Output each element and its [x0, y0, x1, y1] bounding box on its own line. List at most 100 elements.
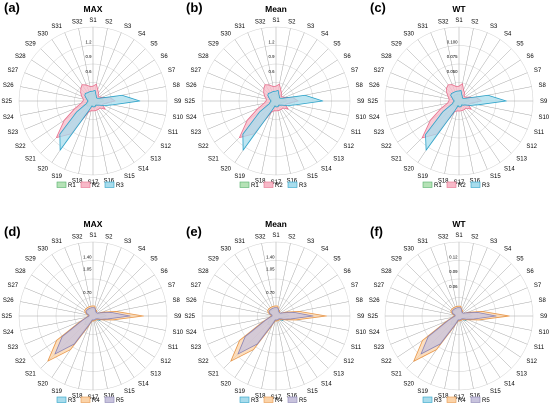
spoke-line	[51, 254, 94, 317]
spoke-line	[64, 315, 94, 385]
panel-letter: (b)	[186, 0, 203, 15]
category-label: S13	[333, 371, 344, 377]
category-label: S4	[138, 32, 146, 38]
category-label: S1	[89, 18, 97, 24]
radial-tick-label: 0.050	[447, 69, 458, 74]
category-label: S27	[7, 283, 18, 289]
category-label: S31	[234, 24, 245, 30]
category-label: S11	[168, 345, 179, 351]
category-label: S25	[184, 314, 195, 320]
category-label: S24	[3, 330, 14, 336]
legend-swatch	[80, 181, 91, 188]
category-label: S29	[25, 257, 36, 263]
category-label: S13	[150, 156, 161, 162]
category-label: S17	[88, 395, 99, 401]
category-label: S14	[504, 166, 515, 172]
category-label: S18	[438, 178, 449, 184]
category-label: S4	[138, 247, 146, 253]
panel-title: MAX	[84, 4, 103, 14]
spoke-line	[458, 315, 521, 358]
spoke-line	[390, 287, 460, 317]
spoke-line	[458, 315, 512, 369]
category-label: S20	[403, 381, 414, 387]
category-label: S26	[3, 298, 14, 304]
legend-label: R1	[251, 183, 259, 189]
spoke-line	[458, 254, 501, 317]
spoke-line	[430, 315, 460, 385]
category-label: S9	[540, 99, 548, 105]
legend-label: R2	[458, 183, 466, 189]
panel-letter: (c)	[370, 0, 386, 15]
category-label: S30	[403, 32, 414, 38]
category-label: S23	[7, 130, 18, 136]
category-label: S8	[355, 298, 363, 304]
spoke-line	[430, 247, 460, 317]
legend-swatch	[104, 181, 115, 188]
category-label: S15	[124, 174, 135, 180]
category-label: S7	[534, 283, 542, 289]
legend-label: R4	[92, 398, 100, 404]
spoke-line	[92, 315, 122, 385]
category-label: S26	[186, 83, 197, 89]
spoke-line	[275, 287, 345, 317]
spoke-line	[386, 301, 460, 317]
category-label: S1	[455, 233, 463, 239]
category-label: S21	[391, 156, 402, 162]
category-label: S12	[343, 359, 354, 365]
radial-tick-label: 1.05	[83, 266, 92, 271]
radial-tick-label: 0.12	[449, 254, 458, 259]
legend-swatch	[446, 181, 457, 188]
category-label: S16	[103, 178, 114, 184]
panel-letter: (f)	[370, 224, 383, 239]
spoke-line	[458, 100, 501, 163]
category-label: S6	[343, 54, 351, 60]
spoke-line	[444, 243, 460, 317]
legend-swatch	[446, 396, 457, 403]
category-label: S30	[220, 32, 231, 38]
spoke-line	[214, 274, 277, 317]
spoke-line	[20, 301, 94, 317]
spoke-line	[275, 315, 305, 385]
legend-label: R3	[116, 183, 124, 189]
category-label: S31	[417, 24, 428, 30]
spoke-line	[261, 243, 277, 317]
panel-title: Mean	[265, 219, 287, 229]
legend-swatch	[239, 181, 250, 188]
category-label: S19	[51, 389, 62, 395]
category-label: S29	[391, 257, 402, 263]
category-label: S32	[72, 20, 83, 26]
series-r3-area	[425, 90, 507, 151]
category-label: S7	[351, 283, 359, 289]
legend-swatch	[422, 396, 433, 403]
legend-swatch	[470, 181, 481, 188]
spoke-line	[458, 100, 488, 170]
radial-tick-label: 0.70	[266, 290, 275, 295]
category-label: S15	[124, 389, 135, 395]
category-label: S29	[208, 42, 219, 48]
category-label: S15	[307, 389, 318, 395]
category-label: S12	[343, 144, 354, 150]
category-label: S23	[373, 345, 384, 351]
category-label: S31	[417, 239, 428, 245]
category-label: S30	[37, 32, 48, 38]
category-label: S30	[37, 247, 48, 253]
category-label: S5	[516, 42, 524, 48]
category-label: S32	[255, 20, 266, 26]
category-label: S28	[198, 269, 209, 275]
category-label: S28	[15, 269, 26, 275]
category-label: S25	[367, 314, 378, 320]
spoke-line	[92, 315, 155, 358]
legend-label: R5	[482, 398, 490, 404]
category-label: S13	[150, 371, 161, 377]
radial-tick-label: 1.40	[83, 255, 92, 260]
category-label: S1	[272, 233, 280, 239]
category-label: S4	[321, 32, 329, 38]
legend-label: R4	[458, 398, 466, 404]
category-label: S12	[160, 359, 171, 365]
category-label: S18	[255, 393, 266, 399]
panel-letter: (d)	[4, 224, 21, 239]
category-label: S28	[381, 269, 392, 275]
category-label: S27	[373, 68, 384, 74]
category-label: S28	[381, 54, 392, 60]
category-label: S5	[516, 257, 524, 263]
